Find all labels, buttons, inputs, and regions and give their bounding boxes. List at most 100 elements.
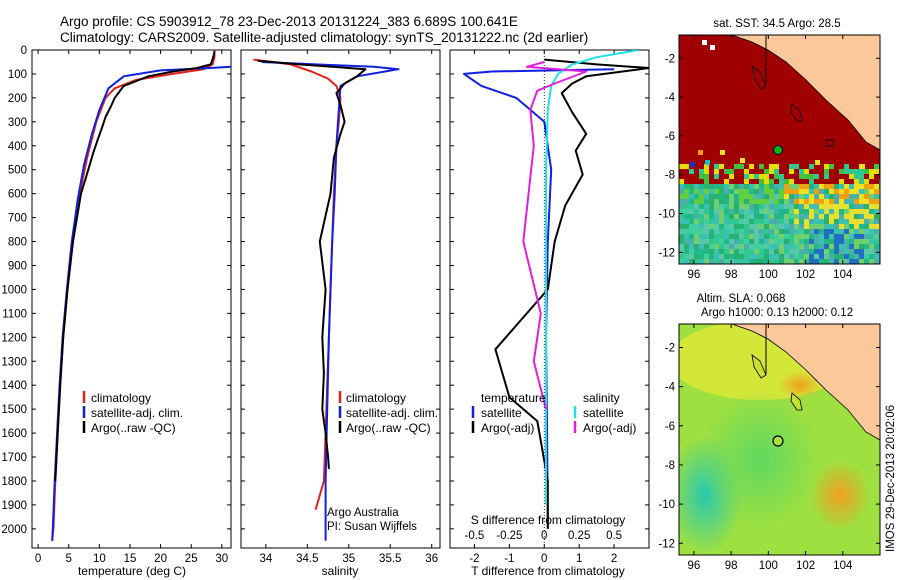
sst-cell [844,224,849,229]
sst-cell [719,184,724,189]
sst-cell [829,189,834,194]
sst-cell [759,239,764,244]
sst-cell [704,194,709,199]
sst-cell [704,179,709,184]
salinity-panel: 34 34.5 35 35.5 36 salinity climatology sate… [240,49,441,578]
sst-cell [714,214,719,219]
y-tick-label: 200 [8,93,27,105]
sst-cell [699,164,704,169]
sst-cell [749,164,754,169]
sst-cell [749,179,754,184]
sst-cell [819,239,824,244]
sst-cell [694,179,699,184]
sst-cell [779,234,784,239]
sst-cell [759,219,764,224]
sst-cell [829,214,834,219]
sst-cell [764,229,769,234]
sst-land-sumatra [731,35,880,151]
sst-cell [744,189,749,194]
sst-cell [764,164,769,169]
map-y-tick-label: -12 [658,538,675,550]
sst-cell [864,174,869,179]
sst-cell [769,244,774,249]
sst-cell [774,194,779,199]
sst-cell [759,259,764,264]
sst-cell [774,254,779,259]
sst-cell [864,209,869,214]
sst-cell [779,189,784,194]
sst-cell [859,169,864,174]
sst-cell [804,174,809,179]
sst-cell [719,194,724,199]
sst-cell [714,209,719,214]
sst-cell [684,249,689,254]
sst-cell [754,254,759,259]
sst-cell [834,214,839,219]
sst-cell [809,254,814,259]
sst-cell [774,209,779,214]
sst-cell [859,259,864,264]
sst-cell [774,249,779,254]
figure-title-line2: Climatology: CARS2009. Satellite-adjuste… [60,30,588,45]
sst-cell [684,239,689,244]
sst-cell [804,204,809,209]
sst-cell [694,189,699,194]
sst-cell [704,234,709,239]
sst-cell [719,189,724,194]
sst-cell [839,224,844,229]
sst-island-pagai [790,103,803,122]
sst-cell [694,249,699,254]
sst-cell [729,209,734,214]
sst-cell [834,189,839,194]
sst-cell [744,174,749,179]
sst-cell [794,199,799,204]
sst-cell [690,162,695,167]
sst-cell [809,239,814,244]
sst-cell [739,219,744,224]
sst-cell [719,169,724,174]
sst-map-frame [678,34,881,265]
sst-cell [869,174,874,179]
sst-cell [759,209,764,214]
sst-cell [679,204,684,209]
sst-cell [844,204,849,209]
sst-cell [829,174,834,179]
sst-cell [724,249,729,254]
sst-cell [874,244,879,249]
sst-cell [689,189,694,194]
sst-cell [729,164,734,169]
sst-cell [794,174,799,179]
map-y-tick-label: -2 [665,53,675,65]
sst-cell [704,219,709,224]
figure-title-line1: Argo profile: CS 5903912_78 23-Dec-2013 … [60,14,518,29]
sst-cell [794,184,799,189]
sst-cell [764,194,769,199]
sst-cell [834,199,839,204]
map-x-tick-label: 104 [833,560,853,572]
sst-cell [719,234,724,239]
sst-cell [819,219,824,224]
sst-cell [809,189,814,194]
map-y-tick-label: -8 [665,170,675,182]
sst-cell [864,194,869,199]
sst-cell [774,169,779,174]
sst-cell [769,169,774,174]
sst-cell [864,224,869,229]
sst-cell [714,204,719,209]
sst-cell [689,249,694,254]
sst-cell [779,259,784,264]
sst-cell [809,174,814,179]
sst-cell [684,204,689,209]
sst-cell [694,234,699,239]
sst-cell [819,189,824,194]
series-line-argo-raw-qc- [54,50,216,482]
x-tick-label: 35 [342,553,355,565]
sst-cell [824,164,829,169]
sst-cell [839,194,844,199]
sst-cell [839,219,844,224]
sst-cell [809,224,814,229]
sst-cell [874,174,879,179]
sst-cell [784,259,789,264]
sst-cell [734,214,739,219]
sst-cell [759,254,764,259]
